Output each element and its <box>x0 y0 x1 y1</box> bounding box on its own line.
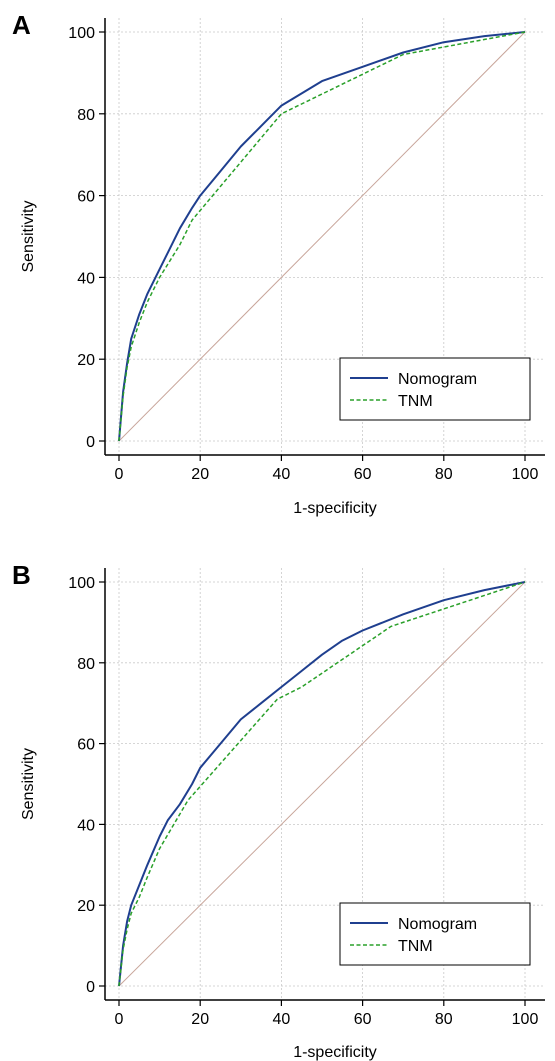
panel-label: A <box>12 10 31 40</box>
legend-box <box>339 902 531 966</box>
series-line-nomogram <box>118 31 526 442</box>
y-tick-label: 0 <box>86 434 95 451</box>
x-axis-title: 1-specificity <box>293 500 377 517</box>
y-tick-label: 100 <box>68 575 95 592</box>
legend-label-nomogram: Nomogram <box>398 916 477 933</box>
chart-panel-a: 0 20 40 60 80 100 0 20 40 60 80 100 1-specificity Sen… <box>12 10 545 517</box>
y-tick-label: 0 <box>86 979 95 996</box>
x-tick-label: 0 <box>115 466 124 483</box>
y-axis-title: Sensitivity <box>20 200 37 272</box>
panel-label: B <box>12 560 31 590</box>
y-tick-label: 60 <box>77 737 95 754</box>
reference-diagonal-line <box>118 581 526 987</box>
x-tick-label: 40 <box>273 1011 291 1028</box>
legend: Nomogram TNM <box>339 357 531 421</box>
series-line-tnm <box>118 581 526 987</box>
y-tick-label: 60 <box>77 189 95 206</box>
legend: Nomogram TNM <box>339 902 531 966</box>
legend-box <box>339 357 531 421</box>
x-tick-label: 100 <box>512 1011 539 1028</box>
legend-label-tnm: TNM <box>398 393 433 410</box>
y-tick-label: 20 <box>77 352 95 369</box>
series-line-nomogram <box>118 581 526 987</box>
y-tick-label: 100 <box>68 25 95 42</box>
x-tick-label: 20 <box>191 1011 209 1028</box>
chart-panel-b: 0 20 40 60 80 100 0 20 40 60 80 100 1-specificity Sen… <box>12 560 545 1061</box>
x-tick-label: 20 <box>191 466 209 483</box>
x-tick-label: 80 <box>435 466 453 483</box>
legend-label-tnm: TNM <box>398 938 433 955</box>
x-tick-label: 40 <box>273 466 291 483</box>
y-axis-title: Sensitivity <box>20 748 37 820</box>
y-tick-label: 80 <box>77 107 95 124</box>
x-tick-label: 60 <box>354 1011 372 1028</box>
legend-label-nomogram: Nomogram <box>398 371 477 388</box>
x-tick-label: 60 <box>354 466 372 483</box>
y-tick-label: 40 <box>77 270 95 287</box>
x-tick-label: 0 <box>115 1011 124 1028</box>
y-tick-label: 20 <box>77 898 95 915</box>
reference-diagonal-line <box>118 31 526 442</box>
series-line-tnm <box>118 31 526 442</box>
y-tick-label: 80 <box>77 656 95 673</box>
x-axis-title: 1-specificity <box>293 1044 377 1061</box>
x-tick-label: 80 <box>435 1011 453 1028</box>
x-tick-label: 100 <box>512 466 539 483</box>
y-tick-label: 40 <box>77 817 95 834</box>
